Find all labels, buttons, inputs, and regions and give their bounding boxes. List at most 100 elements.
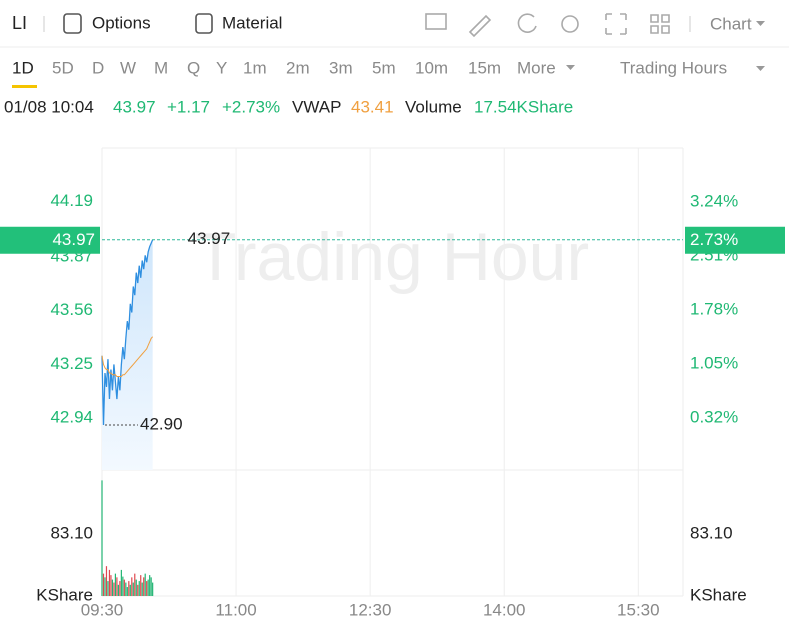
volume-bar: [122, 576, 124, 596]
period-tab[interactable]: Y: [216, 58, 227, 77]
price-tag: [0, 226, 100, 254]
x-tick-label: 09:30: [81, 600, 124, 619]
volume-bar: [104, 577, 106, 596]
volume-bar: [152, 582, 154, 596]
y-tick-label: 43.25: [50, 354, 93, 373]
volume-bar: [123, 579, 125, 596]
draw-icon[interactable]: [468, 14, 492, 38]
price-area: [102, 239, 153, 470]
volume-bar: [105, 566, 108, 596]
volume-bar: [128, 581, 130, 596]
volume-bar: [129, 584, 131, 596]
change: +1.17: [167, 97, 210, 116]
info-row: 01/08 10:04 43.97 +1.17 +2.73% VWAP 43.4…: [4, 97, 573, 116]
refresh-icon[interactable]: [517, 13, 537, 33]
volume-label: Volume: [405, 97, 462, 116]
volume-tick-label: 83.10: [50, 523, 93, 542]
period-tab[interactable]: 1D: [12, 58, 34, 77]
volume-bar: [132, 582, 134, 596]
low-label: 42.90: [140, 414, 183, 433]
vwap-line: [101, 336, 154, 378]
volume-unit: KShare: [690, 585, 747, 604]
symbol[interactable]: LI: [12, 13, 27, 33]
material-icon: [195, 13, 213, 34]
pct-tag-text: 2.73%: [690, 230, 738, 249]
fullscreen-icon[interactable]: [605, 13, 627, 35]
volume-bar: [117, 584, 119, 596]
y-tick-label: 43.56: [50, 300, 93, 319]
indicator-icon[interactable]: [425, 13, 447, 30]
volume-bar: [135, 579, 137, 596]
x-tick-label: 15:30: [617, 600, 660, 619]
volume-bar: [120, 569, 122, 596]
plot: 09:30 11:00 12:30 14:00 15:3044.1943.8743.56…: [0, 147, 785, 619]
volume-bar: [111, 579, 114, 596]
period-tab[interactable]: 2m: [286, 58, 310, 77]
volume-bar: [137, 584, 139, 596]
volume-bar: [102, 573, 105, 596]
period-tab[interactable]: 15m: [468, 58, 501, 77]
period-tab[interactable]: 5m: [372, 58, 396, 77]
period-tab[interactable]: 1m: [243, 58, 267, 77]
volume-bar: [116, 577, 118, 596]
tab-underline: [12, 85, 37, 88]
period-tab[interactable]: 3m: [329, 58, 353, 77]
y2-tick-label: 3.24%: [690, 192, 738, 211]
volume-bar: [119, 581, 121, 596]
change-pct: +2.73%: [222, 97, 280, 116]
volume-bar: [131, 577, 133, 596]
settings-icon[interactable]: [561, 15, 579, 33]
session-select[interactable]: Trading Hours: [620, 58, 727, 77]
options-icon: [63, 13, 82, 34]
period-tab[interactable]: M: [154, 58, 168, 77]
price: 43.97: [113, 97, 156, 116]
watermark: Trading Hour: [195, 219, 589, 295]
period-tab[interactable]: 10m: [415, 58, 448, 77]
tabs: Trading Hours 1D 5D D W M Q Y 1m 2m 3m 5m 10m 15m Mor…: [12, 58, 765, 88]
volume-value: 17.54KShare: [474, 97, 573, 116]
y2-tick-label: 1.05%: [690, 354, 738, 373]
chart-menu[interactable]: Chart: [710, 14, 752, 33]
datetime: 01/08 10:04: [4, 97, 94, 116]
volume-bar: [140, 575, 142, 596]
period-tab[interactable]: Q: [187, 58, 200, 77]
vwap-value: 43.41: [351, 97, 394, 116]
period-tab[interactable]: D: [92, 58, 104, 77]
period-tab[interactable]: More: [517, 58, 556, 77]
vwap-label: VWAP: [292, 97, 341, 116]
y2-tick-label: 0.32%: [690, 408, 738, 427]
price-tag-text: 43.97: [52, 230, 95, 249]
volume-bar: [141, 582, 143, 596]
volume-bar: [114, 573, 117, 596]
period-tab[interactable]: W: [120, 58, 136, 77]
options-button[interactable]: Options: [92, 13, 151, 32]
volume-bar: [138, 581, 140, 596]
volume-bar: [113, 582, 115, 596]
volume-unit: KShare: [36, 585, 93, 604]
volume-bar: [146, 581, 148, 596]
volume-bar: [107, 581, 109, 596]
dropdown-arrow: [756, 21, 765, 26]
period-tab[interactable]: 5D: [52, 58, 74, 77]
material-button[interactable]: Material: [222, 13, 282, 32]
volume-bar: [110, 575, 112, 596]
x-tick-label: 12:30: [349, 600, 392, 619]
toolbar: LI Options Material Chart: [0, 13, 789, 48]
dropdown-arrow: [756, 66, 765, 71]
y-tick-label: 44.19: [50, 191, 93, 210]
y-tick-label: 42.94: [50, 408, 93, 427]
price-line: [101, 239, 154, 426]
volume-bar: [144, 573, 146, 596]
x-tick-label: 14:00: [483, 600, 526, 619]
volume-bar: [149, 575, 151, 596]
volume-bar: [134, 573, 136, 596]
layout-icon[interactable]: [650, 14, 670, 34]
volume-tick-label: 83.10: [690, 523, 733, 542]
volume-bar: [126, 587, 128, 596]
high-label: 43.97: [188, 229, 231, 248]
volume-bar: [147, 579, 149, 596]
dropdown-arrow: [566, 65, 575, 70]
volume-bar: [108, 569, 111, 596]
